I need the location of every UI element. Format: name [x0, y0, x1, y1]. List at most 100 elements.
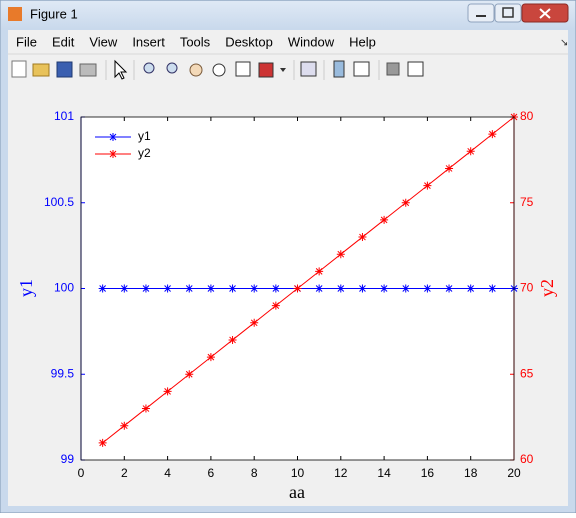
menu-dock-arrow[interactable]: ↘	[560, 38, 568, 49]
marker	[488, 130, 497, 139]
zoom-out-icon[interactable]	[166, 62, 178, 74]
y2-axis-label: y2	[537, 279, 557, 297]
menu-item[interactable]: View	[89, 34, 118, 49]
save-icon[interactable]	[56, 61, 73, 78]
colorbar-icon[interactable]	[333, 60, 345, 78]
marker	[163, 387, 172, 396]
marker	[466, 147, 475, 156]
marker	[315, 284, 324, 293]
open-icon[interactable]	[32, 63, 50, 77]
marker	[336, 284, 345, 293]
marker	[185, 284, 194, 293]
marker	[250, 318, 259, 327]
y-tick-label: 100	[54, 281, 74, 295]
close-icon	[539, 8, 551, 19]
maximize-button[interactable]	[494, 3, 522, 23]
y2-tick-label: 75	[520, 195, 534, 209]
marker	[206, 284, 215, 293]
datacursor-icon[interactable]	[235, 61, 251, 77]
new-icon[interactable]	[11, 60, 27, 78]
x-tick-label: 16	[421, 466, 435, 480]
dropdown-icon[interactable]	[280, 68, 286, 72]
menu-bar: File Edit View Insert Tools Desktop Window Help	[16, 34, 376, 49]
x-axis-label: aa	[289, 482, 305, 502]
marker	[250, 284, 259, 293]
marker	[141, 284, 150, 293]
rotate-icon[interactable]	[212, 63, 226, 77]
pointer-icon[interactable]	[114, 59, 128, 80]
legend-label: y1	[138, 129, 151, 143]
x-tick-label: 18	[464, 466, 478, 480]
print-icon[interactable]	[79, 63, 97, 77]
hide-tools-icon[interactable]	[386, 62, 400, 76]
maximize-icon	[502, 7, 514, 18]
marker	[98, 438, 107, 447]
menu-item[interactable]: Window	[288, 34, 335, 49]
marker	[445, 284, 454, 293]
menu-item[interactable]: Insert	[132, 34, 165, 49]
marker	[185, 370, 194, 379]
marker	[163, 284, 172, 293]
x-tick-label: 20	[507, 466, 521, 480]
legend-label: y2	[138, 146, 151, 160]
menu-item[interactable]: File	[16, 34, 37, 49]
marker	[358, 233, 367, 242]
marker	[120, 421, 129, 430]
marker	[423, 284, 432, 293]
y-axis-label: y1	[16, 279, 36, 297]
marker	[120, 284, 129, 293]
marker	[358, 284, 367, 293]
legend-icon[interactable]	[353, 61, 370, 77]
brush-icon[interactable]	[258, 62, 274, 78]
y2-tick-label: 65	[520, 366, 534, 380]
menu-item[interactable]: Tools	[180, 34, 211, 49]
marker	[445, 164, 454, 173]
x-tick-label: 14	[377, 466, 391, 480]
y-tick-label: 99	[61, 452, 75, 466]
app-icon	[8, 7, 22, 21]
dock-icon[interactable]	[407, 61, 424, 77]
y2-tick-label: 60	[520, 452, 534, 466]
marker	[271, 301, 280, 310]
link-icon[interactable]	[300, 61, 317, 77]
menu-item[interactable]: Edit	[52, 34, 75, 49]
marker	[293, 284, 302, 293]
marker	[141, 404, 150, 413]
marker	[206, 353, 215, 362]
toolbar	[11, 59, 424, 80]
y-tick-label: 100.5	[44, 195, 74, 209]
marker	[466, 284, 475, 293]
x-tick-label: 8	[251, 466, 258, 480]
y2-tick-label: 80	[520, 109, 534, 123]
marker	[401, 198, 410, 207]
x-tick-label: 6	[208, 466, 215, 480]
y-tick-label: 99.5	[51, 366, 75, 380]
marker	[315, 267, 324, 276]
marker	[228, 284, 237, 293]
legend-marker	[109, 150, 117, 158]
zoom-in-icon[interactable]	[143, 62, 155, 74]
minimize-button[interactable]	[467, 3, 495, 23]
marker	[380, 284, 389, 293]
x-tick-label: 10	[291, 466, 305, 480]
marker	[228, 335, 237, 344]
marker	[488, 284, 497, 293]
x-tick-label: 0	[78, 466, 85, 480]
menu-item[interactable]: Desktop	[225, 34, 273, 49]
legend-marker	[109, 133, 117, 141]
menu-item[interactable]: Help	[349, 34, 376, 49]
x-tick-label: 2	[121, 466, 128, 480]
axes-box	[80, 116, 515, 461]
series-line	[102, 116, 515, 444]
marker	[423, 181, 432, 190]
marker	[98, 284, 107, 293]
x-tick-label: 4	[164, 466, 171, 480]
marker	[380, 215, 389, 224]
x-tick-label: 12	[334, 466, 348, 480]
pan-icon[interactable]	[189, 63, 203, 77]
window-title: Figure 1	[30, 6, 78, 21]
marker	[401, 284, 410, 293]
y-tick-label: 101	[54, 109, 74, 123]
